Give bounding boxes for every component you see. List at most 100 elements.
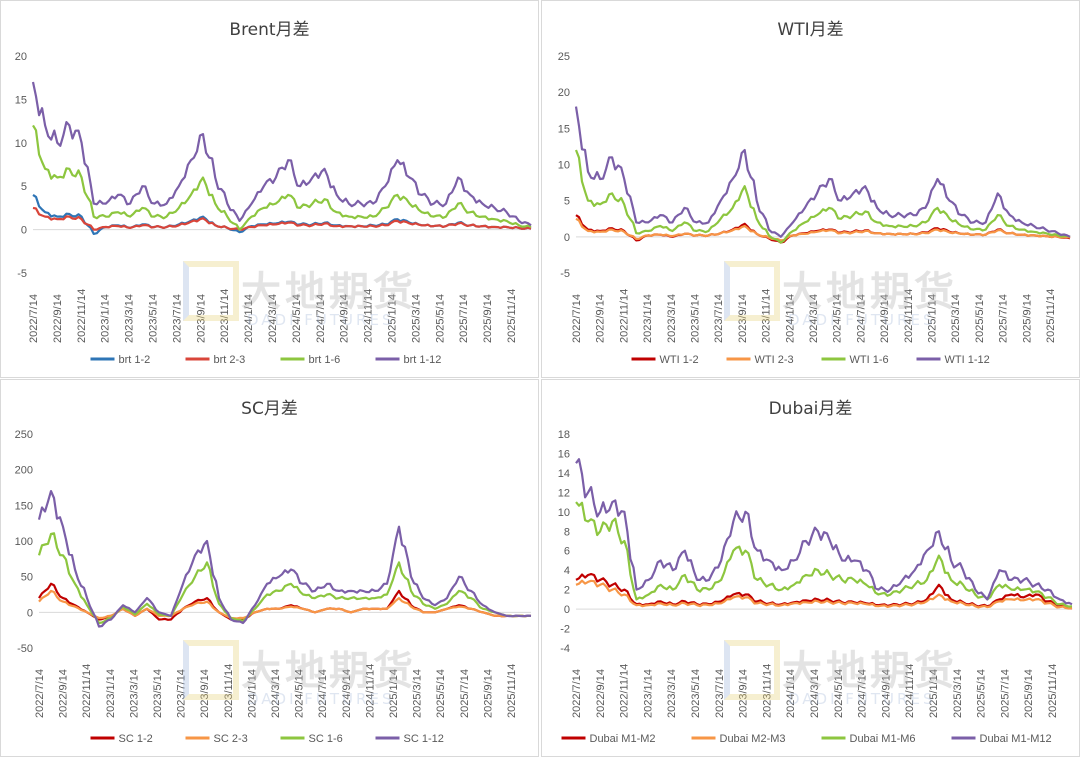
y-tick-label: 4 xyxy=(564,565,570,577)
x-tick-label: 2023/3/14 xyxy=(666,294,678,343)
x-tick-label: 2025/9/14 xyxy=(1021,294,1033,343)
x-tick-label: 2024/5/14 xyxy=(832,294,844,343)
x-tick-label: 2022/9/14 xyxy=(52,294,64,343)
plot-area: -5 0 5 10 15 20 25 2022/7/14 2022/9/14 2022/11/14… xyxy=(558,51,1071,366)
x-tick-label: 2024/3/14 xyxy=(808,294,820,343)
y-tick-label: 50 xyxy=(21,572,33,584)
x-tick-label: 2023/5/14 xyxy=(690,669,702,718)
x-tick-label: 2024/9/14 xyxy=(879,294,891,343)
x-tick-label: 2022/7/14 xyxy=(34,669,46,718)
y-tick-label: -2 xyxy=(560,624,570,636)
x-tick-label: 2022/9/14 xyxy=(595,294,607,343)
x-tick-label: 2023/9/14 xyxy=(737,294,749,343)
x-tick-label: 2025/7/14 xyxy=(458,294,470,343)
x-tick-label: 2023/7/14 xyxy=(171,294,183,343)
x-tick-label: 2025/7/14 xyxy=(999,669,1011,718)
x-tick-label: 2024/11/14 xyxy=(904,664,916,718)
x-tick-label: 2025/7/14 xyxy=(998,294,1010,343)
x-tick-label: 2022/11/14 xyxy=(618,289,630,343)
y-tick-label: 150 xyxy=(15,500,33,512)
x-tick-label: 2024/1/14 xyxy=(246,669,258,718)
x-tick-label: 2023/11/14 xyxy=(761,664,773,718)
x-tick-label: 2025/1/14 xyxy=(388,669,400,718)
y-tick-label: 12 xyxy=(558,487,570,499)
y-tick-label: 0 xyxy=(27,607,33,619)
series-line xyxy=(575,501,1073,608)
x-tick-label: 2025/3/14 xyxy=(950,294,962,343)
x-tick-label: 2023/1/14 xyxy=(105,669,117,718)
x-tick-label: 2024/7/14 xyxy=(855,294,867,343)
x-tick-label: 2023/1/14 xyxy=(642,294,654,343)
x-tick-label: 2024/5/14 xyxy=(294,669,306,718)
legend-label: WTI 1-12 xyxy=(945,354,990,366)
y-tick-label: 10 xyxy=(15,138,27,150)
series-line xyxy=(32,206,532,231)
y-tick-label: -50 xyxy=(17,643,33,655)
x-tick-label: 2025/11/14 xyxy=(506,289,518,343)
y-tick-label: 100 xyxy=(15,536,33,548)
x-tick-label: 2024/3/14 xyxy=(809,669,821,718)
x-tick-label: 2023/5/14 xyxy=(148,294,160,343)
x-tick-label: 2025/5/14 xyxy=(434,294,446,343)
legend-label: WTI 1-6 xyxy=(850,354,889,366)
x-tick-label: 2024/11/14 xyxy=(363,289,375,343)
legend-label: SC 1-6 xyxy=(309,733,343,745)
x-tick-label: 2024/1/14 xyxy=(243,294,255,343)
x-tick-label: 2022/11/14 xyxy=(81,664,93,718)
x-tick-label: 2022/9/14 xyxy=(595,669,607,718)
y-tick-label: 250 xyxy=(15,429,33,441)
dubai-spread-chart: Dubai月差 -4 -2 0 2 4 6 8 10 12 14 16 18 2022/7/14 2022… xyxy=(541,379,1080,757)
x-tick-label: 2023/9/14 xyxy=(195,294,207,343)
y-tick-label: 16 xyxy=(558,448,570,460)
x-tick-label: 2023/3/14 xyxy=(128,669,140,718)
x-tick-label: 2024/9/14 xyxy=(341,669,353,718)
x-tick-label: 2023/7/14 xyxy=(176,669,188,718)
x-tick-label: 2023/9/14 xyxy=(199,669,211,718)
x-tick-label: 2024/11/14 xyxy=(364,664,376,718)
x-tick-label: 2025/11/14 xyxy=(1047,664,1059,718)
legend-label: Dubai M2-M3 xyxy=(720,733,786,745)
x-tick-label: 2025/1/14 xyxy=(387,294,399,343)
series-line xyxy=(37,490,532,628)
x-tick-label: 2023/11/14 xyxy=(219,289,231,343)
x-tick-label: 2025/1/14 xyxy=(927,294,939,343)
x-tick-label: 2023/5/14 xyxy=(152,669,164,718)
y-tick-label: -4 xyxy=(560,643,570,655)
x-tick-label: 2025/1/14 xyxy=(928,669,940,718)
series-line xyxy=(575,458,1073,606)
x-tick-label: 2022/11/14 xyxy=(619,664,631,718)
x-tick-label: 2025/11/14 xyxy=(506,664,518,718)
chart-title: Dubai月差 xyxy=(768,399,853,419)
x-tick-label: 2025/5/14 xyxy=(435,669,447,718)
legend-label: SC 2-3 xyxy=(214,733,248,745)
y-tick-label: 25 xyxy=(558,51,570,63)
x-tick-label: 2024/3/14 xyxy=(267,294,279,343)
x-tick-label: 2023/11/14 xyxy=(761,289,773,343)
y-tick-label: 0 xyxy=(564,232,570,244)
wti-spread-chart: WTI月差 -5 0 5 10 15 20 25 2022/7/14 2022/9/14 2022… xyxy=(541,0,1080,378)
y-tick-label: 10 xyxy=(558,507,570,519)
x-tick-label: 2024/3/14 xyxy=(270,669,282,718)
x-tick-label: 2023/5/14 xyxy=(690,294,702,343)
legend-label: WTI 1-2 xyxy=(660,354,699,366)
series-line xyxy=(574,106,1071,238)
x-tick-label: 2023/3/14 xyxy=(124,294,136,343)
chart-title: Brent月差 xyxy=(229,20,310,40)
x-tick-label: 2023/9/14 xyxy=(738,669,750,718)
y-tick-label: 5 xyxy=(564,196,570,208)
x-tick-label: 2024/7/14 xyxy=(317,669,329,718)
legend-label: SC 1-2 xyxy=(119,733,153,745)
y-tick-label: 2 xyxy=(564,585,570,597)
legend-label: Dubai M1-M12 xyxy=(980,733,1052,745)
x-tick-label: 2023/1/14 xyxy=(100,294,112,343)
legend-label: Dubai M1-M2 xyxy=(590,733,656,745)
x-tick-label: 2022/7/14 xyxy=(571,669,583,718)
x-tick-label: 2025/9/14 xyxy=(482,294,494,343)
x-tick-label: 2023/1/14 xyxy=(642,669,654,718)
x-tick-label: 2022/9/14 xyxy=(58,669,70,718)
y-tick-label: 6 xyxy=(564,546,570,558)
x-tick-label: 2025/11/14 xyxy=(1045,289,1057,343)
y-tick-label: 20 xyxy=(15,51,27,63)
brent-spread-chart: Brent月差 -5 0 5 10 15 20 2022/7/14 2022/9/14 2022… xyxy=(0,0,539,378)
